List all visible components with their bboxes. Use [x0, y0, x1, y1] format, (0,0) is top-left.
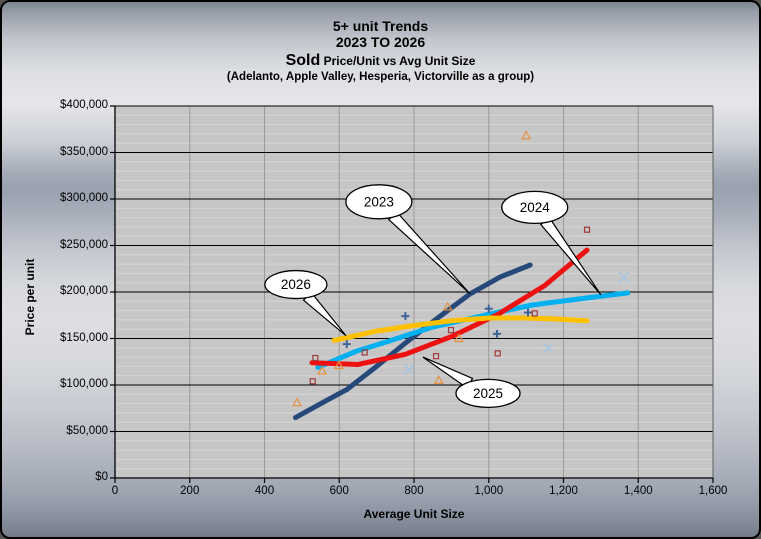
x-axis-tick-label: 1,600: [698, 485, 728, 497]
chart-title-subtitle: Price/Unit vs Avg Unit Size: [323, 54, 476, 69]
chart-title-line1: 5+ unit Trends: [332, 18, 429, 34]
chart-title-block: 5+ unit Trends 2023 TO 2026 Sold Price/U…: [2, 18, 759, 84]
y-axis-tick-label: $50,000: [66, 424, 108, 437]
chart-svg: 2023 2024 2025 2026: [110, 105, 714, 483]
chart-title-line3: Sold Price/Unit vs Avg Unit Size: [2, 52, 759, 70]
x-axis-tick-label: 200: [180, 485, 200, 497]
callout-label-2024: 2024: [520, 200, 551, 215]
chart-title-line2: 2023 TO 2026: [335, 34, 426, 51]
y-axis-tick-label: $300,000: [60, 192, 108, 204]
x-axis-tick-label: 1,000: [474, 485, 504, 497]
x-axis-tick-label: 800: [404, 485, 424, 497]
y-axis-tick-label: $0: [95, 471, 108, 483]
callout-label-2025: 2025: [473, 386, 503, 401]
trend-line-2025: [309, 247, 590, 367]
x-axis-tick-label: 1,400: [623, 485, 653, 497]
chart-title-sold: Sold: [285, 52, 321, 70]
x-axis-tick-label: 0: [111, 485, 119, 497]
y-axis-tick-label: $200,000: [60, 285, 108, 297]
y-axis-tick-label: $350,000: [60, 145, 108, 158]
x-axis-tick-label: 400: [254, 485, 275, 497]
y-axis-tick-label: $400,000: [60, 99, 108, 111]
callout-bubble-2026: [264, 269, 328, 300]
x-axis-tick-label: 600: [329, 485, 349, 497]
x-axis-title: Average Unit Size: [363, 507, 465, 521]
callout-label-2023: 2023: [364, 194, 394, 209]
x-axis-tick-label: 1,200: [549, 485, 578, 497]
callout-bubble-2025: [455, 378, 521, 409]
y-axis-tick-label: $250,000: [60, 238, 108, 251]
trend-line-2026: [331, 315, 590, 343]
plot-area: 2023 2024 2025 2026: [110, 105, 714, 483]
callout-bubble-2023: [345, 184, 413, 220]
callout-bubble-2024: [501, 190, 569, 225]
y-axis-tick-label: $150,000: [60, 331, 108, 344]
trend-line-2023: [293, 262, 533, 421]
callout-label-2026: 2026: [281, 277, 311, 292]
y-axis-tick-label: $100,000: [60, 378, 108, 390]
chart-title-line4: (Adelanto, Apple Valley, Hesperia, Victo…: [226, 70, 535, 83]
